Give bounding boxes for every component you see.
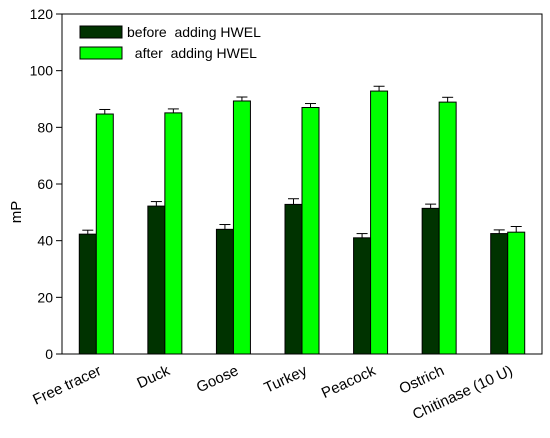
legend-swatch-1 bbox=[79, 25, 123, 39]
chart-marks bbox=[78, 85, 526, 355]
bar-series-1-1 bbox=[78, 233, 97, 355]
x-tick-label: Peacock bbox=[319, 362, 379, 402]
x-tick-label: Duck bbox=[134, 362, 173, 392]
y-tick-label: 40 bbox=[37, 233, 53, 249]
legend-swatch-2 bbox=[79, 46, 123, 60]
bar-series-1-5 bbox=[353, 237, 372, 355]
y-tick-label: 100 bbox=[30, 63, 54, 79]
bar-series-2-3 bbox=[232, 100, 251, 355]
y-tick-label: 120 bbox=[30, 6, 54, 22]
bar-series-2-1 bbox=[95, 113, 114, 355]
x-tick-label: Free tracer bbox=[30, 362, 104, 408]
bar-series-1-2 bbox=[147, 205, 166, 355]
y-tick-label: 20 bbox=[37, 289, 53, 305]
bar-series-1-6 bbox=[421, 207, 440, 355]
bar-series-1-4 bbox=[284, 203, 303, 355]
legend-label-1: before adding HWEL bbox=[127, 24, 261, 40]
bar-series-1-7 bbox=[490, 233, 509, 355]
x-tick-label: Goose bbox=[194, 362, 241, 396]
y-tick-label: 0 bbox=[45, 346, 53, 362]
y-tick-label: 80 bbox=[37, 119, 53, 135]
bar-series-2-2 bbox=[164, 112, 183, 355]
bar-series-2-5 bbox=[370, 90, 389, 355]
y-axis-label: mP bbox=[8, 201, 25, 224]
y-tick-label: 60 bbox=[37, 176, 53, 192]
bar-series-2-6 bbox=[438, 101, 457, 355]
x-tick-label: Turkey bbox=[261, 362, 310, 397]
x-tick-label: Ostrich bbox=[397, 362, 447, 397]
bar-series-1-3 bbox=[215, 228, 234, 355]
legend: before adding HWEL after adding HWEL bbox=[79, 24, 261, 61]
bar-series-2-7 bbox=[507, 231, 526, 355]
legend-label-2: after adding HWEL bbox=[127, 45, 257, 61]
bar-series-2-4 bbox=[301, 107, 320, 355]
